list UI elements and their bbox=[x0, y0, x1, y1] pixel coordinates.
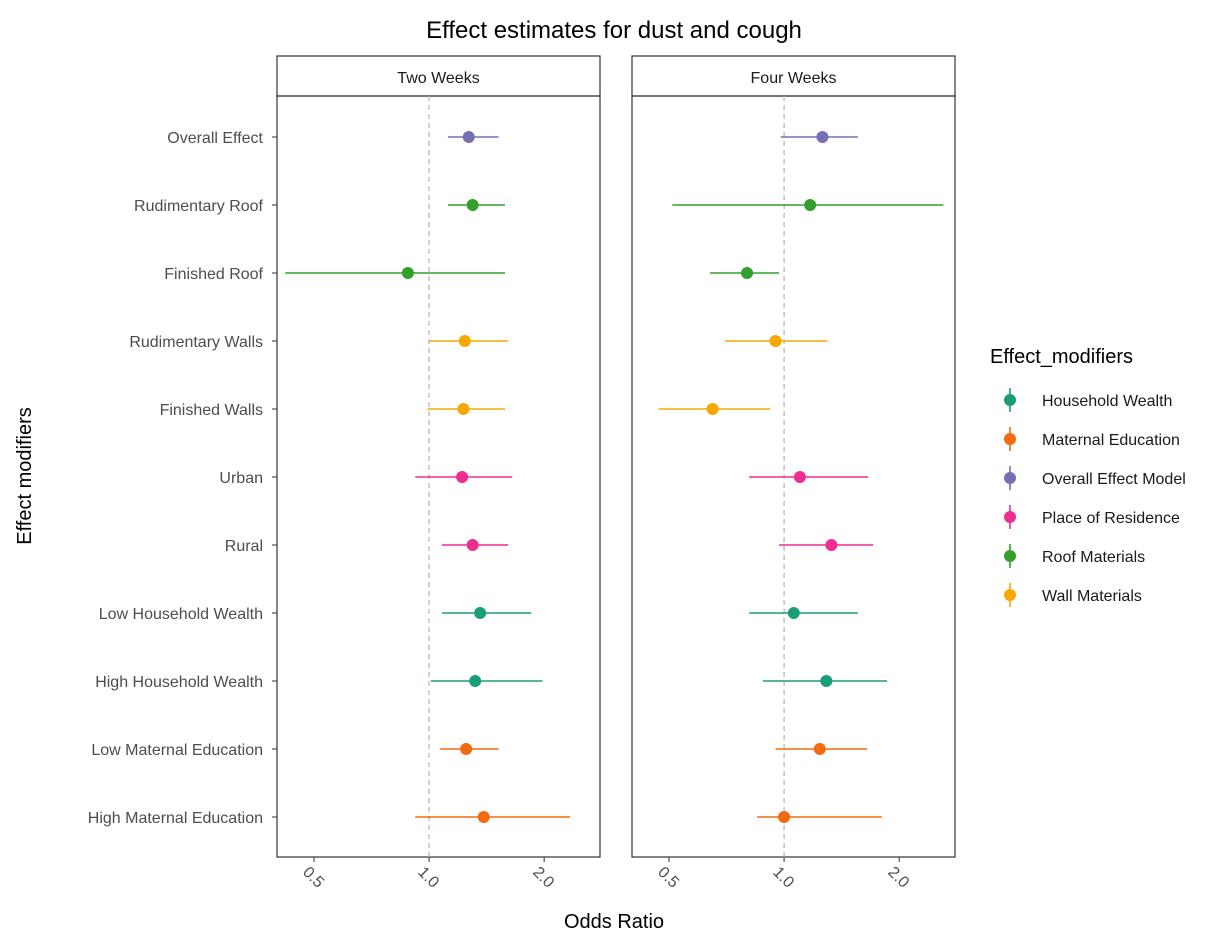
x-axis-title: Odds Ratio bbox=[564, 911, 664, 932]
point-estimate bbox=[825, 539, 838, 551]
point-estimate bbox=[474, 607, 487, 619]
point-estimate bbox=[466, 199, 479, 211]
point-estimate bbox=[778, 811, 791, 823]
legend-item: Maternal Education bbox=[1004, 427, 1180, 451]
point-estimate bbox=[462, 131, 475, 143]
legend-label: Wall Materials bbox=[1042, 588, 1142, 605]
point-estimate bbox=[457, 403, 470, 415]
point-estimate bbox=[741, 267, 754, 279]
point-estimate bbox=[456, 471, 469, 483]
legend-title: Effect_modifiers bbox=[990, 346, 1133, 368]
x-tick-label: 2.0 bbox=[884, 864, 912, 892]
legend-item: Household Wealth bbox=[1004, 388, 1172, 412]
point-estimate bbox=[813, 743, 826, 755]
legend-item: Roof Materials bbox=[1004, 544, 1145, 568]
category-label: Rudimentary Walls bbox=[129, 334, 263, 351]
x-tick-label: 0.5 bbox=[299, 864, 327, 892]
category-label: Low Maternal Education bbox=[91, 742, 263, 759]
legend-key-point bbox=[1004, 472, 1016, 484]
legend-label: Place of Residence bbox=[1042, 510, 1180, 527]
category-label: High Household Wealth bbox=[95, 674, 263, 691]
y-axis-title: Effect modifiers bbox=[14, 407, 36, 544]
point-estimate bbox=[469, 675, 482, 687]
category-label: Overall Effect bbox=[167, 130, 263, 147]
panel-two-weeks: Two Weeks 0.5 1.0 2.0 bbox=[276, 55, 601, 892]
x-tick-label: 2.0 bbox=[529, 864, 557, 892]
panel-border bbox=[631, 95, 956, 858]
legend-label: Maternal Education bbox=[1042, 432, 1180, 449]
legend-key-point bbox=[1004, 589, 1016, 601]
legend: Effect_modifiers Household Wealth Materna… bbox=[990, 346, 1186, 607]
legend-label: Roof Materials bbox=[1042, 549, 1145, 566]
panel-four-weeks: Four Weeks 0.5 1.0 2.0 bbox=[631, 55, 956, 892]
x-tick-label: 1.0 bbox=[414, 864, 442, 892]
category-label: Rural bbox=[225, 538, 263, 555]
legend-item: Wall Materials bbox=[1004, 583, 1142, 607]
panel-border bbox=[276, 95, 601, 858]
point-estimate bbox=[401, 267, 414, 279]
point-estimate bbox=[793, 471, 806, 483]
point-estimate bbox=[769, 335, 782, 347]
point-estimate bbox=[787, 607, 800, 619]
facet-strip bbox=[276, 55, 601, 97]
facet-strip bbox=[631, 55, 956, 97]
legend-key-point bbox=[1004, 394, 1016, 406]
category-label: High Maternal Education bbox=[88, 810, 263, 827]
legend-key-point bbox=[1004, 511, 1016, 523]
facet-panels: Two Weeks 0.5 1.0 2.0 Four Weeks 0.5 1.0 2.0 bbox=[276, 55, 956, 892]
x-tick-label: 1.0 bbox=[769, 864, 797, 892]
category-label: Finished Walls bbox=[160, 402, 263, 419]
legend-label: Overall Effect Model bbox=[1042, 471, 1186, 488]
category-label: Rudimentary Roof bbox=[134, 198, 264, 215]
x-tick-label: 0.5 bbox=[654, 864, 682, 892]
point-estimate bbox=[477, 811, 490, 823]
point-estimate bbox=[804, 199, 817, 211]
legend-items: Household Wealth Maternal Education Overal… bbox=[1004, 388, 1186, 607]
category-labels: Overall Effect Rudimentary Roof Finished R… bbox=[88, 130, 277, 827]
chart-title: Effect estimates for dust and cough bbox=[426, 17, 802, 44]
legend-item: Place of Residence bbox=[1004, 505, 1180, 529]
category-label: Urban bbox=[219, 470, 263, 487]
legend-key-point bbox=[1004, 550, 1016, 562]
point-estimate bbox=[816, 131, 829, 143]
category-label: Low Household Wealth bbox=[99, 606, 263, 623]
point-estimate bbox=[466, 539, 479, 551]
category-label: Finished Roof bbox=[164, 266, 263, 283]
point-estimate bbox=[706, 403, 719, 415]
facet-strip-label: Two Weeks bbox=[397, 70, 479, 87]
point-estimate bbox=[460, 743, 473, 755]
facet-strip-label: Four Weeks bbox=[751, 70, 837, 87]
legend-key-point bbox=[1004, 433, 1016, 445]
point-estimate bbox=[820, 675, 833, 687]
legend-item: Overall Effect Model bbox=[1004, 466, 1186, 490]
legend-label: Household Wealth bbox=[1042, 393, 1172, 410]
point-estimate bbox=[458, 335, 471, 347]
